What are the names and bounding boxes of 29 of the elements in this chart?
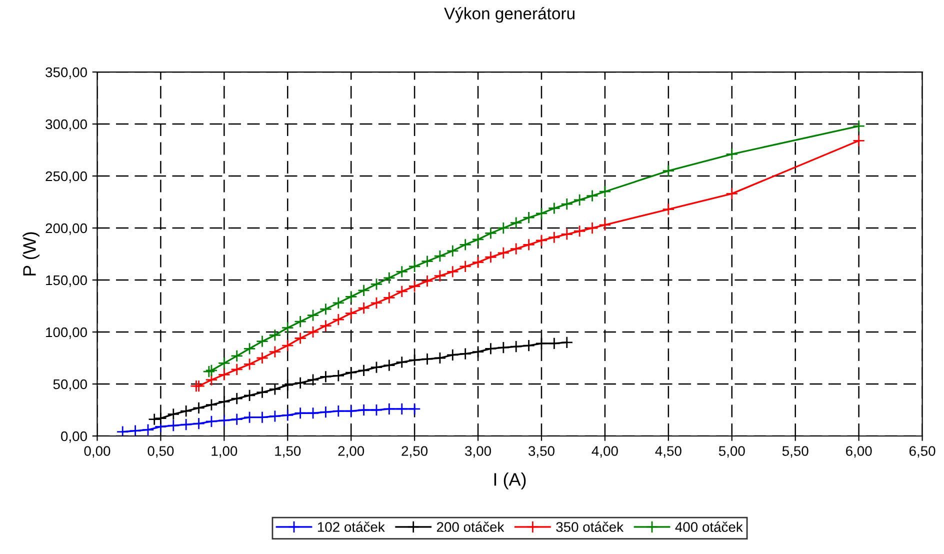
y-tick-label: 100,00 (46, 327, 87, 339)
legend-label: 102 otáček (318, 522, 385, 532)
x-tick-label: 6,00 (846, 446, 872, 458)
x-tick-label: 0,50 (148, 446, 174, 458)
chart-title: Výkon generátoru (444, 6, 574, 23)
y-tick-label: 0,00 (61, 431, 87, 443)
legend-label: 350 otáček (556, 522, 624, 532)
x-tick-label: 6,50 (909, 446, 936, 458)
x-tick-label: 2,50 (402, 446, 428, 458)
y-tick-label: 200,00 (46, 223, 87, 235)
x-tick-label: 1,50 (275, 446, 301, 458)
x-tick-label: 0,00 (84, 446, 110, 458)
y-tick-label: 250,00 (46, 171, 87, 183)
x-tick-label: 4,00 (592, 446, 618, 458)
y-tick-label: 350,00 (46, 67, 87, 79)
x-axis-title: I (A) (494, 472, 526, 490)
y-tick-label: 300,00 (46, 119, 87, 131)
x-tick-label: 5,50 (782, 446, 808, 458)
x-tick-label: 2,00 (338, 446, 364, 458)
y-tick-label: 150,00 (46, 275, 87, 287)
legend-label: 400 otáček (675, 522, 743, 532)
x-tick-label: 3,50 (528, 446, 554, 458)
x-tick-label: 4,50 (655, 446, 682, 458)
y-tick-label: 50,00 (53, 379, 87, 391)
y-axis-title: P (W) (22, 232, 40, 276)
x-tick-label: 1,00 (212, 446, 238, 458)
x-tick-label: 3,00 (465, 446, 491, 458)
x-tick-label: 5,00 (718, 446, 745, 458)
legend-label: 200 otáček (436, 522, 504, 532)
